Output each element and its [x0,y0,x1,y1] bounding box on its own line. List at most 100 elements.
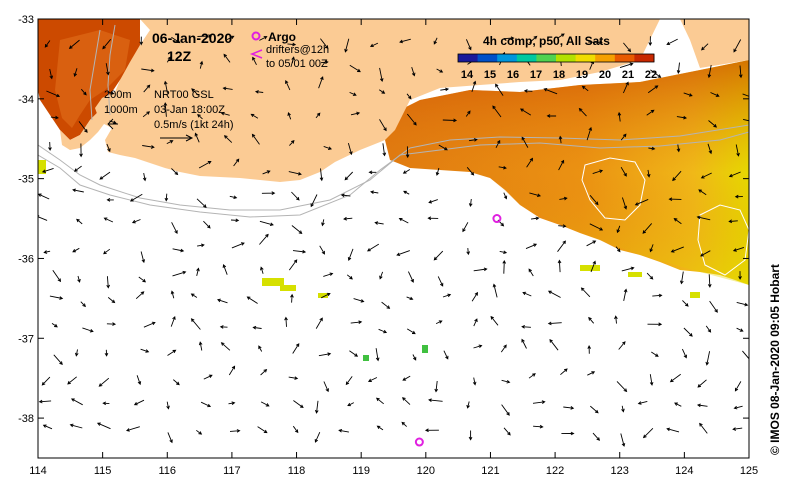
current-arrow [530,216,540,221]
current-arrow [623,288,628,301]
current-arrow [166,140,174,145]
current-arrow [143,84,151,93]
current-arrow [289,140,295,146]
x-tick-label: 120 [417,465,435,477]
current-arrow [528,268,534,277]
current-arrow [196,267,200,277]
current-arrow [131,219,141,224]
current-arrow [557,33,565,39]
current-arrow [642,427,654,439]
current-arrow [287,112,292,120]
colorbar-tick-label: 15 [484,69,496,81]
current-arrow [142,145,155,149]
current-arrow [500,344,507,353]
current-arrow [129,193,143,202]
isobath-1000-label: 1000m [104,104,138,116]
current-arrow [259,233,269,245]
current-arrow [191,88,199,96]
current-arrow [652,293,663,298]
current-arrow [379,67,384,83]
current-arrow [80,301,86,308]
current-arrow [424,428,439,433]
current-arrow [623,42,632,53]
x-axis: 114 115 116 117 118 119 120 121 122 123 124 125 [29,19,758,477]
current-arrow [679,271,684,285]
current-arrow [668,197,682,201]
current-arrow [405,146,410,159]
colorbar-segment [516,54,537,62]
x-tick-label: 117 [223,465,241,477]
current-arrow [396,250,410,257]
current-arrow [72,188,84,193]
current-arrow [466,401,470,409]
current-arrow [382,143,387,157]
current-arrow [318,352,332,357]
current-arrow [621,405,625,413]
colorbar-segment [575,54,596,62]
current-arrow [588,316,595,324]
current-arrow [252,56,257,66]
current-arrow [406,93,412,100]
current-arrow [323,272,334,277]
current-arrow [254,90,264,94]
x-tick-label: 122 [546,465,564,477]
current-arrow [142,111,151,118]
current-arrow [697,379,707,388]
current-arrow [434,380,439,393]
current-arrow [468,430,473,441]
x-tick-label: 123 [611,465,629,477]
land-cape-leeuwin [60,110,104,150]
argo-float [414,437,424,447]
current-arrow [614,315,618,324]
current-arrow [143,321,156,328]
current-arrow [620,166,627,177]
current-arrow [287,42,297,47]
drifters-to-label: to 05/01 00Z [266,58,328,70]
x-tick-label: 119 [352,465,370,477]
current-arrow [167,432,173,444]
current-arrow [705,351,711,366]
current-arrow [619,62,634,69]
current-arrow [105,63,110,76]
current-arrow [498,165,507,170]
current-arrow [407,271,414,283]
current-arrow [260,266,264,274]
current-arrow [349,91,357,96]
current-arrow [340,193,351,198]
current-arrow [735,144,740,157]
current-arrow [288,259,298,271]
current-arrow [260,368,268,376]
current-arrow [589,195,599,206]
current-arrow [138,276,147,283]
current-arrow [503,192,508,200]
current-arrow [98,377,110,387]
current-arrow [525,243,538,250]
current-arrow [696,403,708,408]
current-arrow [262,170,271,175]
x-tick-label: 121 [481,465,499,477]
current-arrow [406,113,417,126]
colorbar-tick-label: 19 [576,69,588,81]
current-arrow [581,85,589,92]
current-arrow [349,350,359,357]
current-arrow [375,348,380,362]
current-arrow [69,423,83,429]
current-arrow [617,111,622,122]
current-arrow [437,276,444,287]
current-arrow [634,198,649,206]
current-arrow [618,341,626,350]
current-arrow [403,190,410,195]
colorbar-frame [457,53,655,63]
y-tick-label: -37 [18,333,34,345]
y-tick-label: -33 [18,14,34,26]
current-arrow [72,247,80,253]
current-arrow [547,290,561,298]
current-arrow [190,318,201,330]
current-arrow [203,220,211,229]
current-arrow [230,218,240,223]
current-arrow [320,60,329,65]
current-arrow [291,56,295,64]
current-arrow [738,65,743,79]
current-arrow [167,349,177,356]
current-arrow [428,199,438,204]
